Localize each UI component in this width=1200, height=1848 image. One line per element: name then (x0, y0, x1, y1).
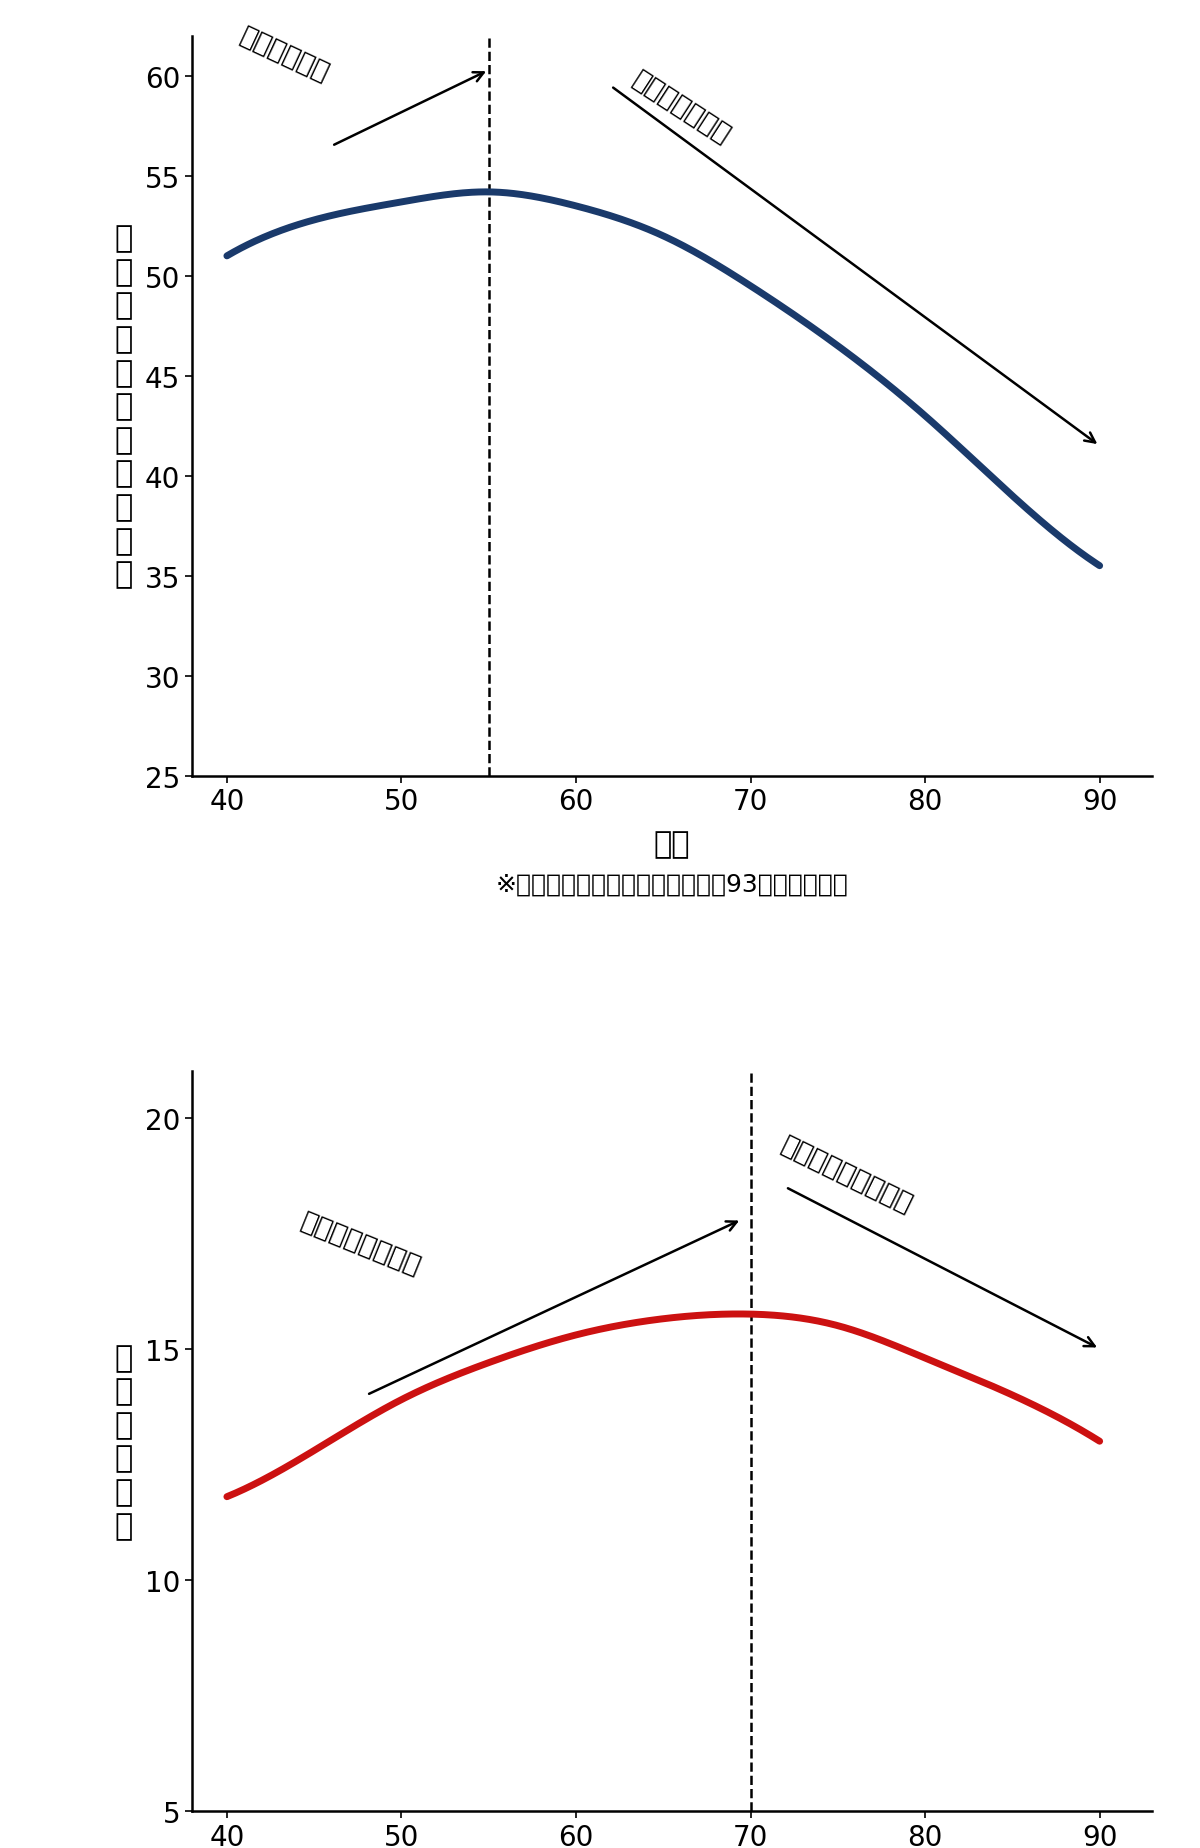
Text: ゆるやかに低下する: ゆるやかに低下する (776, 1131, 917, 1218)
Y-axis label: 情
報
処
理
の
ス
ピ
ー
ド
得
点: 情 報 処 理 の ス ピ ー ド 得 点 (115, 224, 133, 590)
Text: 少し向上する: 少し向上する (235, 24, 332, 87)
Text: 急激に低下する: 急激に低下する (629, 67, 736, 150)
Text: ぐんぐん向上する: ぐんぐん向上する (296, 1209, 425, 1281)
Text: ※『情報処理のスピード』検査は93点満点です。: ※『情報処理のスピード』検査は93点満点です。 (496, 872, 848, 896)
X-axis label: 年齢: 年齢 (654, 830, 690, 859)
Y-axis label: 知
識
力
の
得
点: 知 識 力 の 得 点 (115, 1343, 133, 1539)
